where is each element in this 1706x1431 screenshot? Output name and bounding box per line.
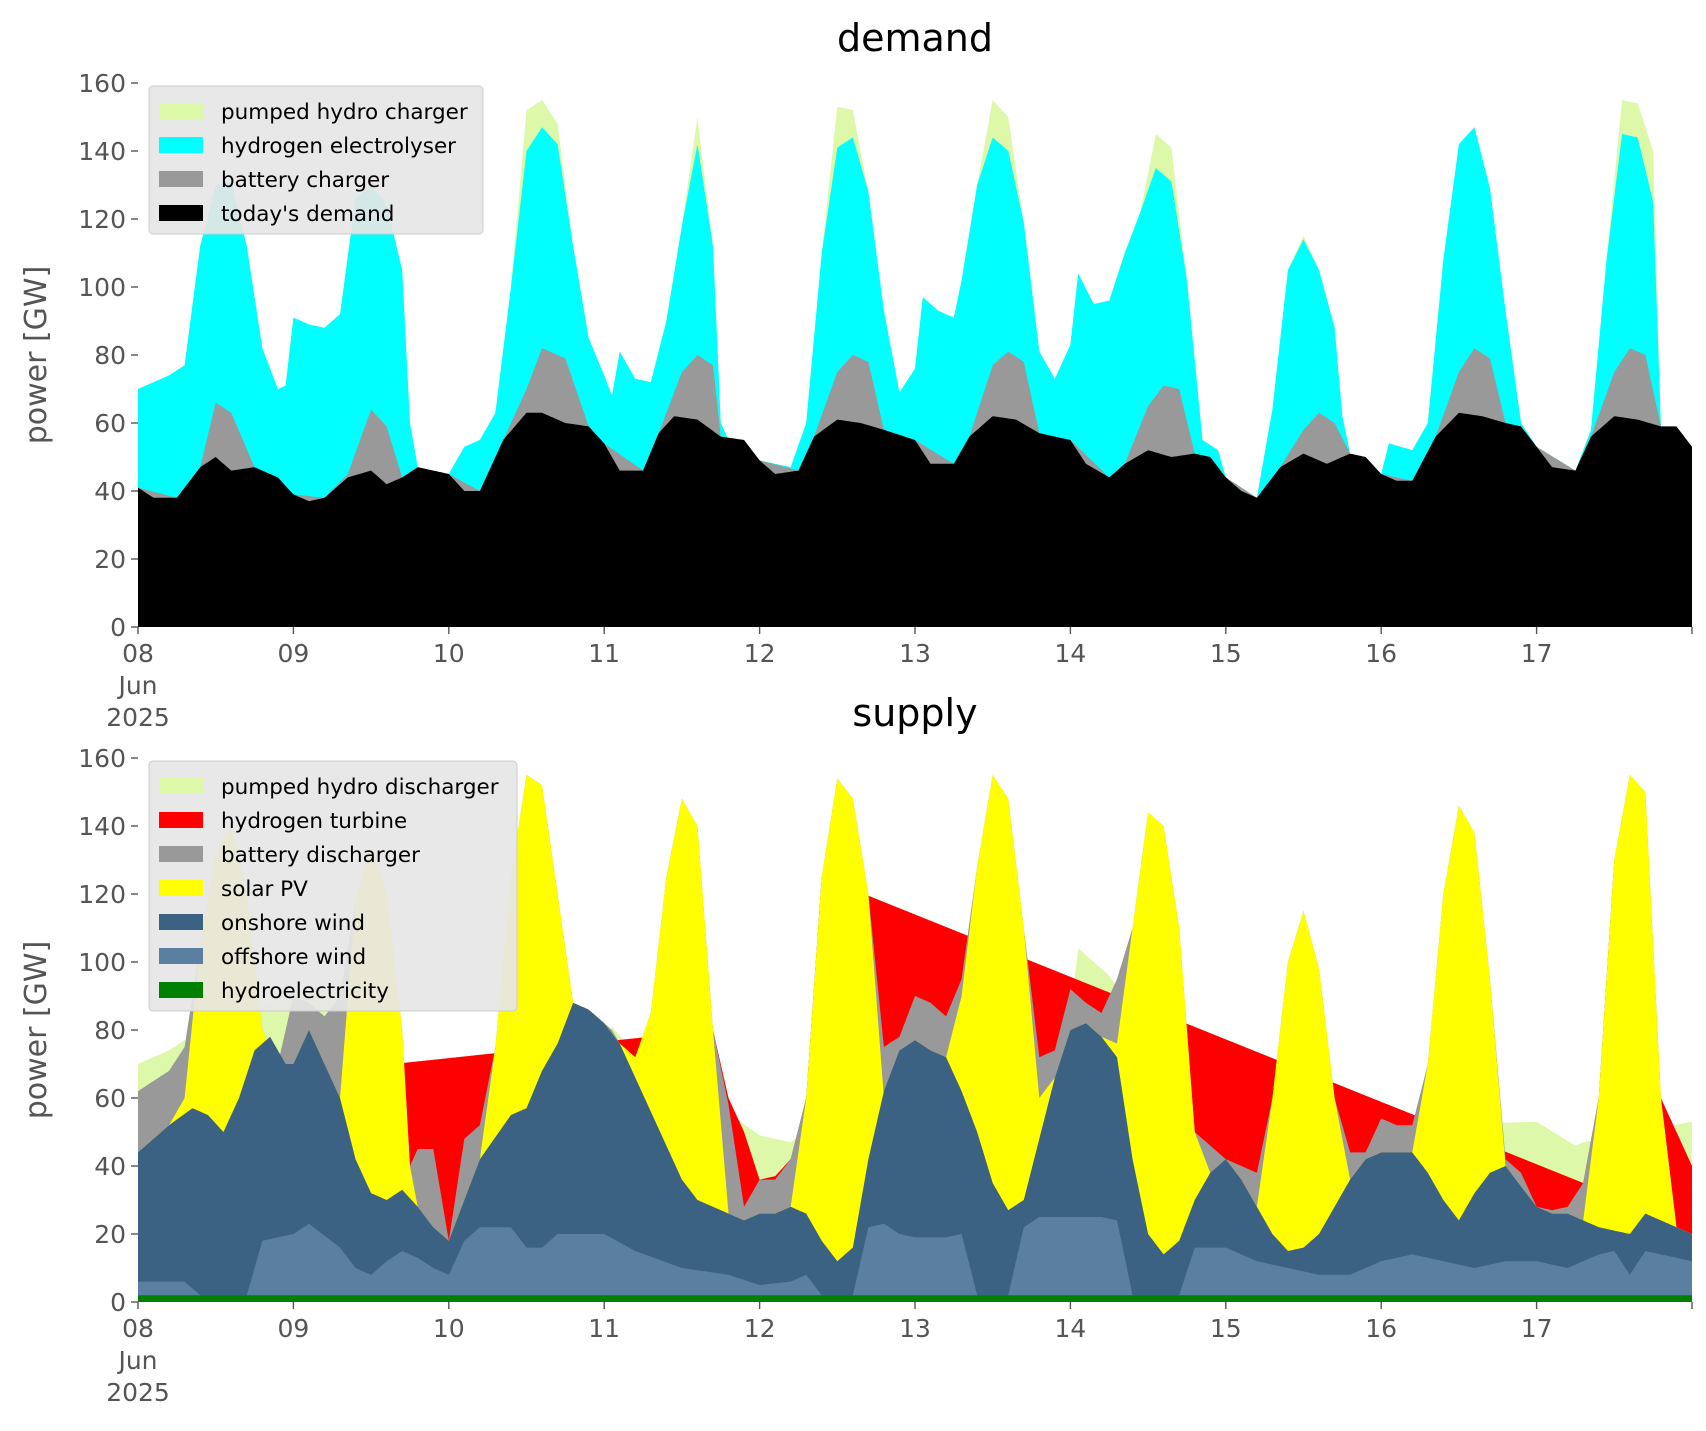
legend-swatch-hydrogen-turbine: [159, 812, 203, 828]
x-tick-label: 09: [277, 1314, 309, 1343]
legend-swatch-onshore-wind: [159, 914, 203, 930]
y-tick-label: 0: [110, 613, 126, 642]
demand-legend: pumped hydro charger hydrogen electrolyse…: [148, 85, 484, 235]
supply-chart-title: supply: [852, 691, 977, 735]
supply-chart: supply power [GW] 0204060801001201401600…: [19, 691, 1693, 1407]
x-tick-label: 08 Jun 2025: [106, 639, 170, 732]
y-tick-label: 80: [94, 341, 126, 370]
y-tick-label: 160: [78, 69, 126, 98]
x-tick-label: 15: [1210, 639, 1242, 668]
y-tick-label: 60: [94, 409, 126, 438]
y-tick-label: 0: [110, 1288, 126, 1317]
y-tick-label: 60: [94, 1084, 126, 1113]
demand-chart-title: demand: [837, 16, 993, 60]
y-tick-label: 80: [94, 1016, 126, 1045]
y-tick-label: 20: [94, 1220, 126, 1249]
demand-chart: demand power [GW] 0204060801001201401600…: [19, 16, 1693, 732]
supply-areas: [138, 775, 1692, 1302]
area-today-s-demand: [138, 412, 1692, 627]
area-offshore-wind: [138, 1217, 1692, 1302]
y-tick-label: 20: [94, 545, 126, 574]
x-tick-label: 17: [1521, 639, 1553, 668]
y-tick-label: 140: [78, 812, 126, 841]
supply-legend: pumped hydro discharger hydrogen turbine b…: [148, 760, 518, 1012]
area-hydroelectricity: [138, 1295, 1692, 1302]
legend-label-battery-charger: battery charger: [221, 168, 389, 193]
legend-swatch-solar-pv: [159, 880, 203, 896]
legend-box: [148, 760, 518, 1012]
x-tick-label: 12: [744, 639, 776, 668]
x-tick-label: 15: [1210, 1314, 1242, 1343]
legend-swatch-today-s-demand: [159, 205, 203, 221]
demand-axes: 0 20 40 60 80 100 120 140 160 08 Jun 2025 09 10 11 12 13…: [78, 69, 1693, 732]
legend-label-hydrogen-electrolyser: hydrogen electrolyser: [221, 134, 456, 159]
y-tick-label: 120: [78, 205, 126, 234]
x-tick-label: 11: [588, 639, 620, 668]
legend-label-pumped-hydro-discharger: pumped hydro discharger: [221, 775, 499, 800]
x-tick-label: 16: [1365, 1314, 1397, 1343]
x-tick-label: 13: [899, 639, 931, 668]
legend-swatch-battery-discharger: [159, 846, 203, 862]
legend-swatch-hydrogen-electrolyser: [159, 137, 203, 153]
legend-label-hydrogen-turbine: hydrogen turbine: [221, 809, 407, 834]
y-tick-label: 40: [94, 477, 126, 506]
y-tick-label: 100: [78, 948, 126, 977]
y-tick-label: 120: [78, 880, 126, 909]
legend-label-onshore-wind: onshore wind: [221, 911, 365, 936]
x-tick-label: 09: [277, 639, 309, 668]
legend-label-pumped-hydro-charger: pumped hydro charger: [221, 100, 468, 125]
x-tick-label: 17: [1521, 1314, 1553, 1343]
legend-swatch-offshore-wind: [159, 948, 203, 964]
x-tick-label: 10: [433, 639, 465, 668]
x-tick-label: 13: [899, 1314, 931, 1343]
legend-label-offshore-wind: offshore wind: [221, 945, 366, 970]
legend-swatch-battery-charger: [159, 171, 203, 187]
demand-chart-ylabel: power [GW]: [19, 266, 54, 445]
demand-areas: [138, 100, 1692, 627]
supply-axes: 0 20 40 60 80 100 120 140 160 08 Jun 2025 09 10 11 12 13…: [78, 744, 1693, 1407]
legend-swatch-pumped-hydro-discharger: [159, 778, 203, 794]
legend-swatch-hydroelectricity: [159, 982, 203, 998]
x-tick-label: 16: [1365, 639, 1397, 668]
x-tick-label: 10: [433, 1314, 465, 1343]
x-tick-label: 08 Jun 2025: [106, 1314, 170, 1407]
y-tick-label: 160: [78, 744, 126, 773]
y-tick-label: 40: [94, 1152, 126, 1181]
legend-label-battery-discharger: battery discharger: [221, 843, 420, 868]
legend-label-today-s-demand: today's demand: [221, 202, 394, 227]
legend-label-solar-pv: solar PV: [221, 877, 308, 902]
y-tick-label: 140: [78, 137, 126, 166]
legend-swatch-pumped-hydro-charger: [159, 103, 203, 119]
x-tick-label: 11: [588, 1314, 620, 1343]
legend-label-hydroelectricity: hydroelectricity: [221, 979, 389, 1004]
x-tick-label: 14: [1054, 1314, 1086, 1343]
area-onshore-wind: [138, 1002, 1692, 1302]
legend-box: [148, 85, 484, 235]
y-tick-label: 100: [78, 273, 126, 302]
supply-chart-ylabel: power [GW]: [19, 941, 54, 1120]
x-tick-label: 12: [744, 1314, 776, 1343]
x-tick-label: 14: [1054, 639, 1086, 668]
